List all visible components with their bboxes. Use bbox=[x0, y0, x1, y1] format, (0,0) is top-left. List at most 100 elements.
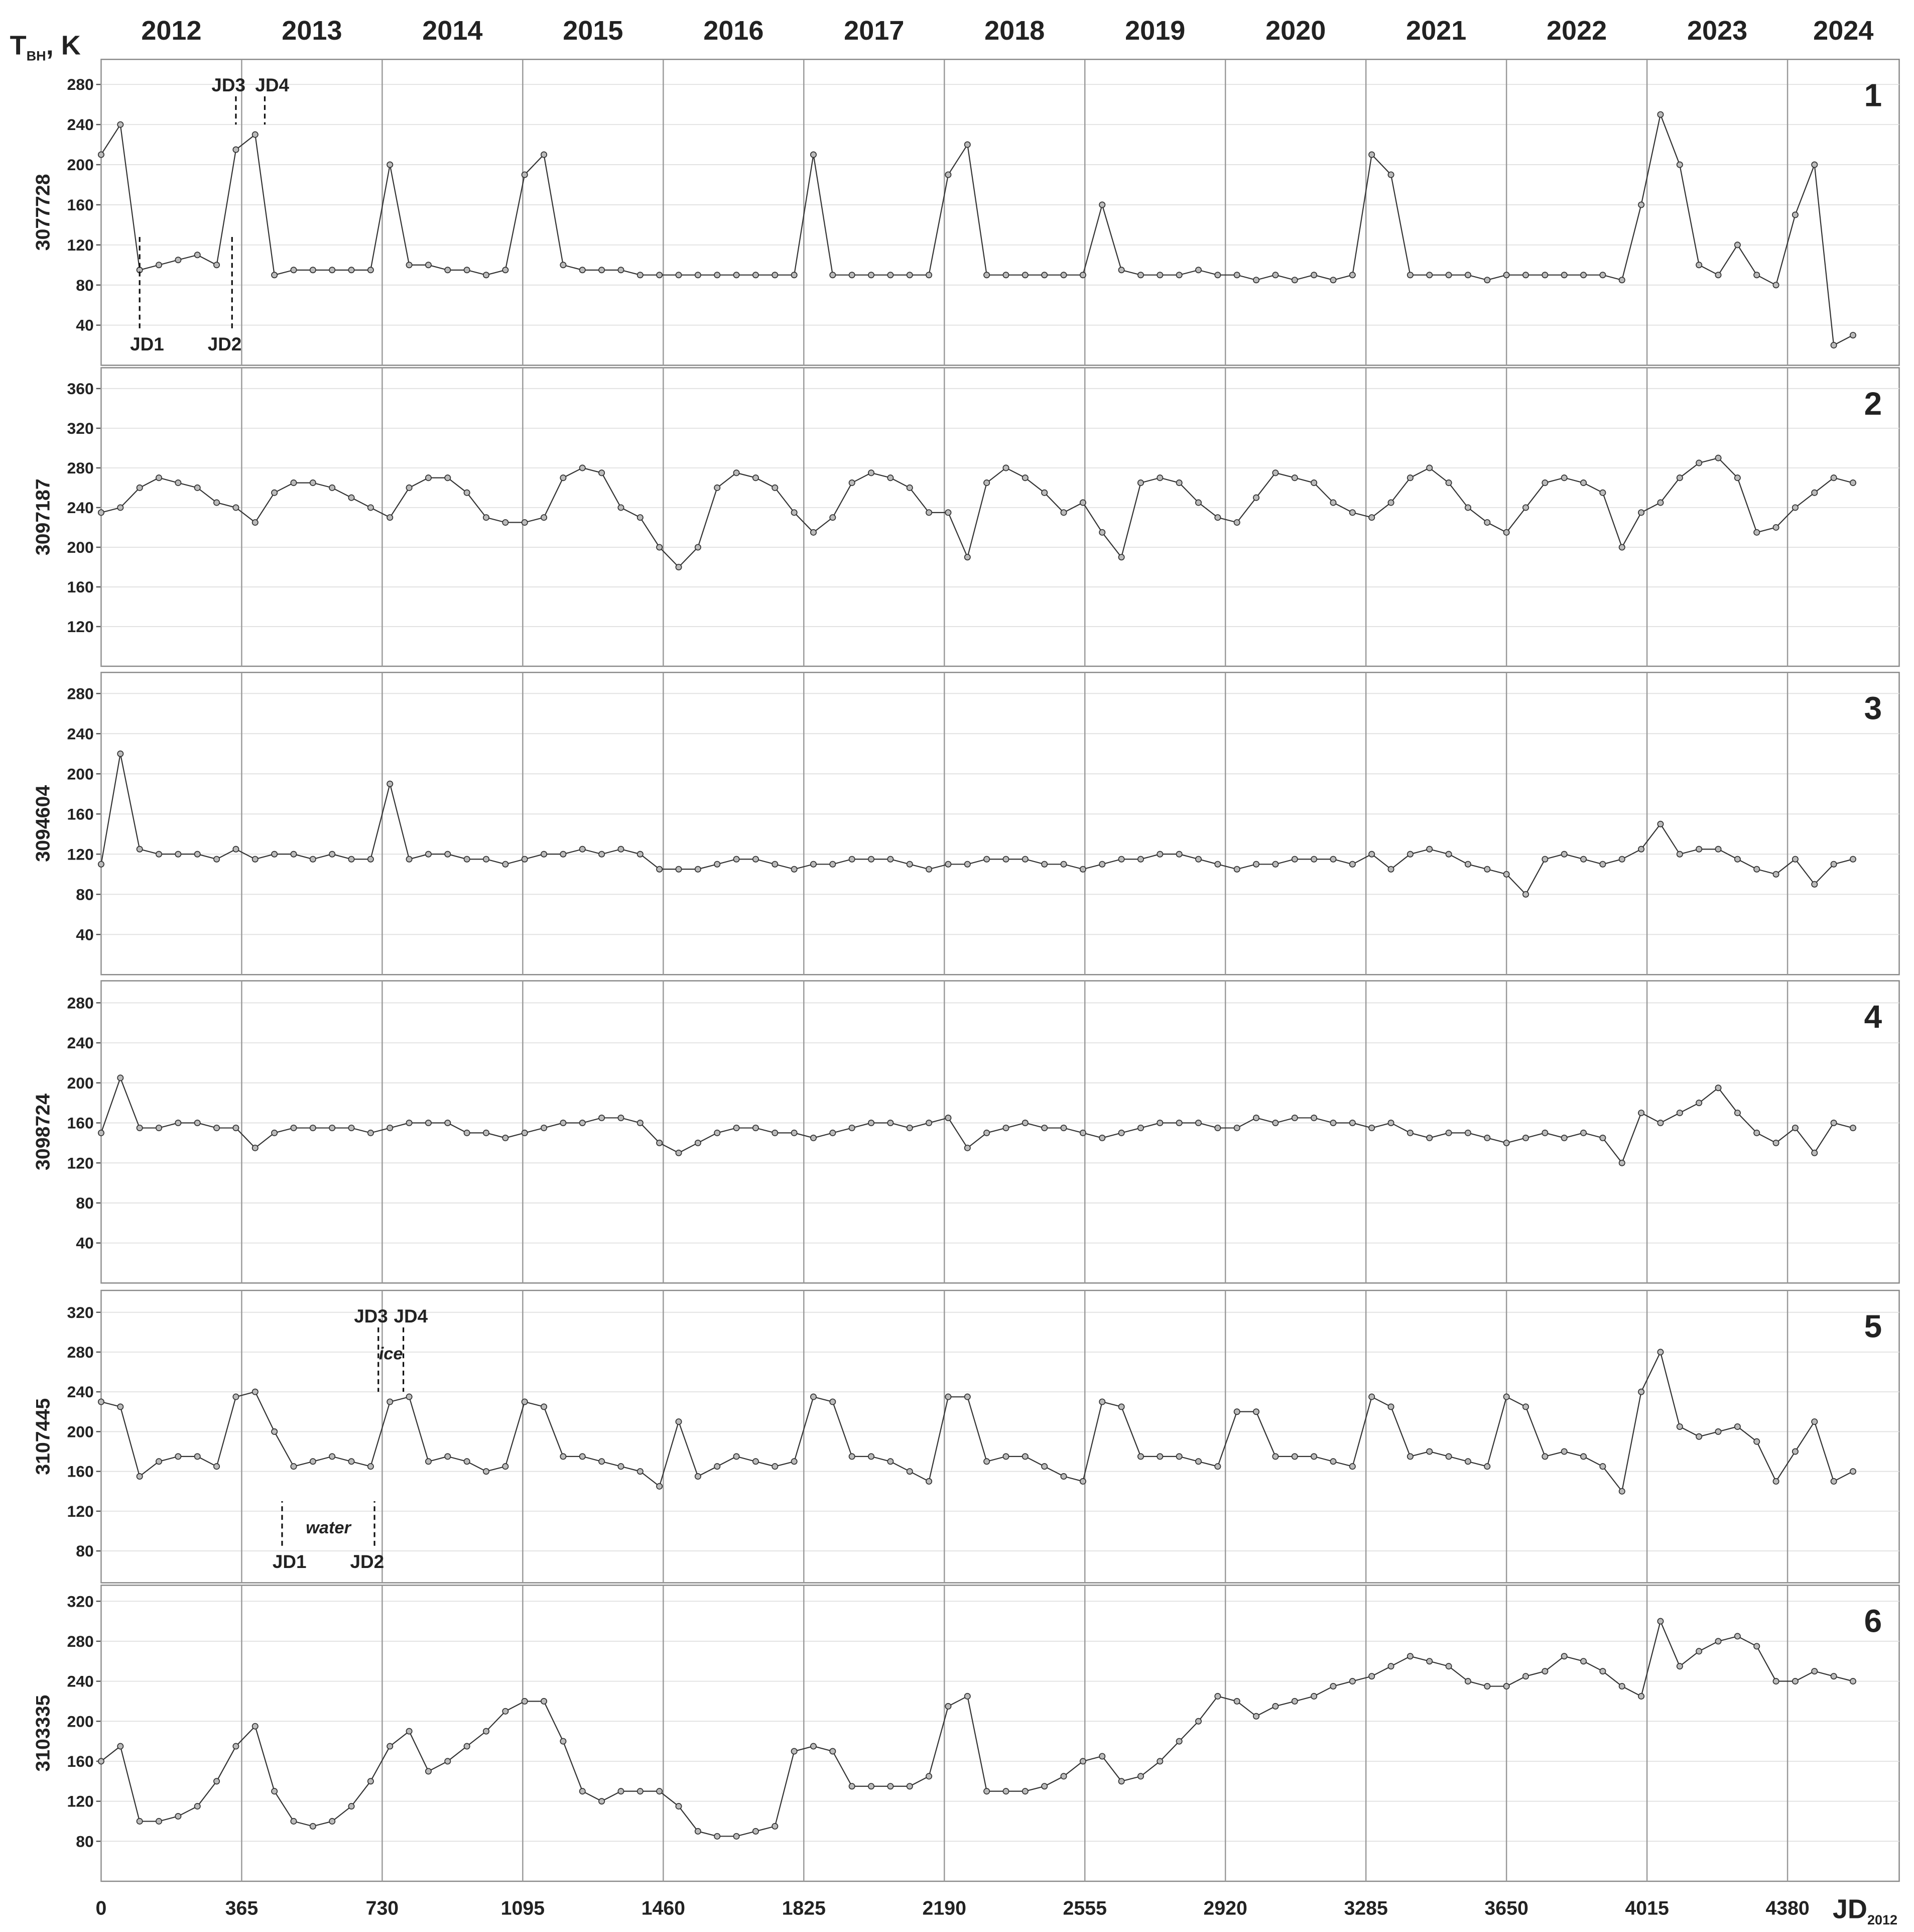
y-tick-label: 320 bbox=[67, 419, 93, 437]
y-tick-label: 120 bbox=[67, 1792, 93, 1810]
data-point bbox=[1811, 489, 1818, 496]
data-point bbox=[1099, 1134, 1106, 1141]
data-point bbox=[541, 1124, 548, 1131]
data-point bbox=[406, 262, 413, 269]
data-point bbox=[1137, 856, 1144, 863]
data-point bbox=[213, 499, 220, 506]
year-label: 2017 bbox=[844, 16, 904, 46]
data-point bbox=[482, 514, 490, 521]
y-tick-label: 80 bbox=[76, 1542, 94, 1560]
data-point bbox=[541, 1698, 548, 1705]
data-point bbox=[1561, 851, 1568, 858]
annotation-label: JD1 bbox=[130, 334, 164, 354]
year-label: 2024 bbox=[1813, 16, 1873, 46]
year-label: 2022 bbox=[1547, 16, 1607, 46]
data-point bbox=[1849, 856, 1856, 863]
data-point bbox=[848, 479, 855, 487]
x-tick-label: 0 bbox=[96, 1897, 107, 1919]
data-point bbox=[1580, 1129, 1587, 1136]
data-point bbox=[1522, 1403, 1529, 1410]
data-point bbox=[1118, 856, 1125, 863]
data-point bbox=[97, 1758, 104, 1765]
data-point bbox=[1099, 861, 1106, 868]
data-point bbox=[636, 272, 644, 279]
data-point bbox=[329, 1818, 336, 1825]
data-point bbox=[1368, 151, 1375, 158]
data-point bbox=[97, 1129, 104, 1136]
data-point bbox=[1157, 1758, 1164, 1765]
data-point bbox=[1849, 1678, 1856, 1685]
data-point bbox=[482, 856, 490, 863]
data-point bbox=[1503, 529, 1510, 536]
series-line bbox=[101, 457, 1853, 568]
data-point bbox=[675, 272, 682, 279]
data-point bbox=[1580, 1453, 1587, 1460]
data-point bbox=[290, 1463, 297, 1470]
data-point bbox=[829, 1748, 836, 1755]
data-point bbox=[194, 1453, 201, 1460]
data-point bbox=[1195, 267, 1202, 274]
data-point bbox=[1272, 1703, 1279, 1710]
data-point bbox=[560, 474, 567, 481]
x-axis-title-main: JD bbox=[1833, 1894, 1867, 1924]
data-point bbox=[1580, 856, 1587, 863]
data-point bbox=[1792, 1124, 1799, 1131]
data-point bbox=[425, 1119, 432, 1127]
x-tick-label: 2555 bbox=[1063, 1897, 1107, 1919]
data-point bbox=[1445, 1129, 1452, 1136]
data-point bbox=[829, 272, 836, 279]
data-point bbox=[1445, 851, 1452, 858]
y-tick-label: 320 bbox=[67, 1592, 93, 1610]
data-point bbox=[560, 262, 567, 269]
data-point bbox=[752, 474, 759, 481]
data-point bbox=[1368, 851, 1375, 858]
series-line bbox=[100, 1076, 1853, 1164]
data-point bbox=[1330, 1683, 1337, 1690]
y-tick-label: 240 bbox=[67, 1034, 93, 1052]
panel-number: 1 bbox=[1864, 77, 1882, 113]
data-point bbox=[309, 1458, 316, 1465]
data-point bbox=[733, 856, 740, 863]
data-point bbox=[772, 1823, 779, 1830]
y-tick-label: 160 bbox=[67, 1463, 93, 1481]
data-point bbox=[1407, 474, 1414, 481]
data-point bbox=[1079, 1478, 1086, 1485]
panel-frame bbox=[100, 1289, 1900, 1584]
data-point bbox=[1830, 1478, 1837, 1485]
data-point bbox=[656, 1139, 663, 1146]
data-point bbox=[579, 846, 586, 853]
data-point bbox=[387, 780, 394, 787]
x-tick-label: 365 bbox=[225, 1897, 259, 1919]
data-point bbox=[1426, 846, 1433, 853]
data-point bbox=[598, 469, 605, 476]
data-point bbox=[502, 519, 509, 526]
data-point bbox=[1734, 856, 1741, 863]
data-point bbox=[1079, 866, 1086, 873]
data-point bbox=[156, 1818, 163, 1825]
data-point bbox=[1676, 161, 1683, 168]
data-point bbox=[521, 171, 528, 178]
panel-number: 2 bbox=[1864, 386, 1882, 422]
data-point bbox=[1272, 1453, 1279, 1460]
data-point bbox=[463, 267, 470, 274]
data-point bbox=[1849, 1124, 1856, 1131]
data-point bbox=[1176, 272, 1183, 279]
y-tick-label: 200 bbox=[67, 1074, 93, 1092]
data-point bbox=[1830, 1119, 1837, 1127]
data-point bbox=[1137, 479, 1144, 487]
y-tick-label: 280 bbox=[67, 684, 93, 702]
data-point bbox=[1464, 504, 1471, 511]
data-point bbox=[1157, 474, 1164, 481]
data-point bbox=[309, 1124, 316, 1131]
data-point bbox=[1311, 479, 1318, 487]
data-point bbox=[1368, 1393, 1375, 1400]
data-point bbox=[425, 474, 432, 481]
data-point bbox=[156, 262, 163, 269]
panel-frame bbox=[100, 59, 1900, 366]
data-point bbox=[194, 484, 201, 491]
data-point bbox=[213, 856, 220, 863]
data-point bbox=[1522, 272, 1529, 279]
data-point bbox=[791, 1458, 798, 1465]
data-point bbox=[1696, 262, 1703, 269]
panel-number: 5 bbox=[1864, 1308, 1882, 1345]
